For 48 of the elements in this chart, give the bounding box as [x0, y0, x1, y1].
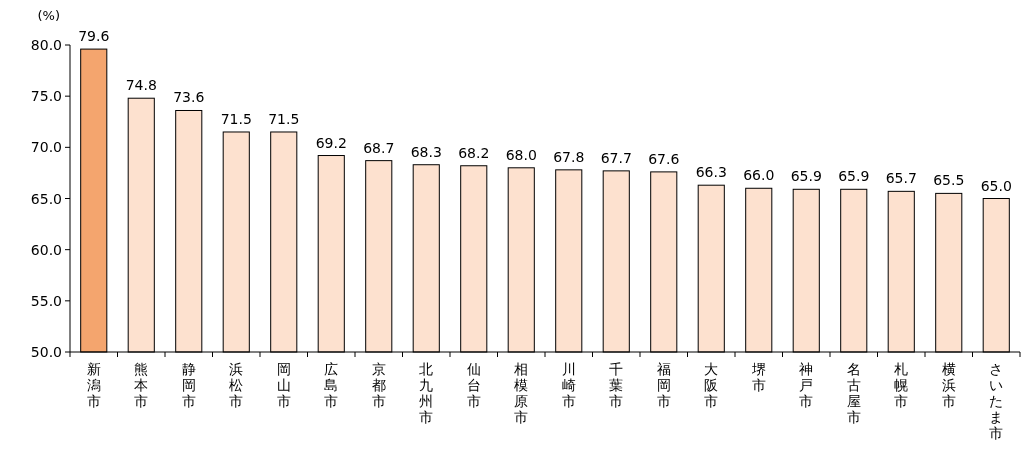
data-label: 71.5 [220, 110, 252, 127]
x-tick-label: 熊本市 [134, 361, 149, 409]
data-label: 67.8 [553, 148, 585, 165]
y-tick-label: 50.0 [30, 344, 62, 360]
x-tick-label: さいたま市 [989, 361, 1004, 441]
data-label: 65.7 [885, 170, 917, 187]
x-tick-label: 仙台市 [466, 361, 481, 409]
data-label: 65.9 [838, 168, 870, 185]
data-label: 73.6 [173, 89, 205, 106]
data-label: 68.2 [458, 144, 490, 161]
x-tick-label: 北九州市 [419, 361, 434, 425]
x-tick-label: 川崎市 [561, 361, 576, 409]
data-label: 67.7 [600, 149, 632, 166]
x-tick-label: 岡山市 [276, 361, 291, 409]
x-tick-label: 広島市 [324, 361, 339, 409]
data-label: 68.7 [363, 139, 395, 156]
data-label: 65.5 [933, 172, 965, 189]
x-tick-label: 堺市 [750, 361, 766, 393]
data-label: 65.9 [790, 168, 822, 185]
x-tick-label: 神戸市 [799, 361, 814, 409]
y-tick-label: 75.0 [30, 88, 62, 105]
y-tick-label: 70.0 [30, 139, 62, 156]
y-tick-label: 80.0 [30, 37, 62, 53]
x-tick-label: 福岡市 [656, 361, 671, 409]
x-tick-label: 新潟市 [86, 361, 101, 409]
y-tick-label: 55.0 [30, 292, 62, 309]
y-tick-label: 65.0 [30, 190, 62, 207]
x-tick-label: 名古屋市 [846, 361, 861, 425]
data-label: 65.0 [980, 177, 1012, 194]
x-tick-label: 横浜市 [941, 361, 956, 409]
y-axis-title: (%) [37, 8, 60, 23]
x-tick-label: 千葉市 [609, 361, 624, 409]
data-label: 69.2 [315, 134, 347, 151]
x-tick-label: 大阪市 [704, 361, 719, 409]
data-label: 68.3 [410, 143, 442, 160]
data-label: 66.3 [695, 164, 727, 181]
data-label: 79.6 [78, 28, 110, 45]
data-label: 67.6 [648, 150, 680, 167]
x-tick-label: 静岡市 [181, 361, 196, 409]
data-label: 68.0 [505, 146, 537, 163]
data-label: 71.5 [268, 110, 300, 127]
y-tick-label: 60.0 [30, 241, 62, 258]
data-label: 66.0 [743, 167, 775, 184]
x-tick-label: 京都市 [371, 361, 386, 409]
data-label: 74.8 [125, 77, 157, 94]
x-tick-label: 浜松市 [229, 361, 244, 409]
x-tick-label: 相模原市 [514, 361, 529, 425]
x-tick-label: 札幌市 [894, 361, 909, 409]
